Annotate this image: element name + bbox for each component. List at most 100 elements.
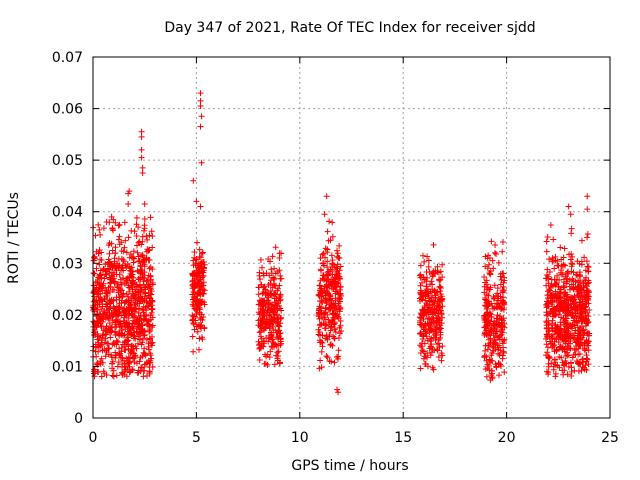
data-point bbox=[564, 371, 571, 378]
data-point bbox=[146, 285, 153, 292]
data-point bbox=[417, 330, 424, 337]
data-point bbox=[97, 361, 104, 368]
data-point bbox=[189, 333, 196, 340]
data-point bbox=[496, 302, 503, 309]
data-point bbox=[189, 316, 196, 323]
data-point bbox=[483, 286, 490, 293]
data-point bbox=[268, 291, 275, 298]
data-point bbox=[437, 307, 444, 314]
data-point bbox=[124, 319, 131, 326]
data-point bbox=[324, 336, 331, 343]
data-point bbox=[421, 258, 428, 265]
data-point bbox=[141, 261, 148, 268]
data-point bbox=[338, 328, 345, 335]
data-point bbox=[559, 303, 566, 310]
data-point bbox=[489, 257, 496, 264]
data-point bbox=[274, 355, 281, 362]
data-point bbox=[141, 297, 148, 304]
data-point bbox=[567, 345, 574, 352]
data-point bbox=[190, 177, 197, 184]
data-point bbox=[274, 312, 281, 319]
data-point bbox=[272, 299, 279, 306]
data-point bbox=[104, 301, 111, 308]
data-point bbox=[584, 206, 591, 213]
data-point bbox=[102, 331, 109, 338]
data-point bbox=[322, 289, 329, 296]
data-point bbox=[99, 297, 106, 304]
data-point bbox=[129, 280, 136, 287]
data-point bbox=[103, 311, 110, 318]
data-point bbox=[570, 285, 577, 292]
data-point bbox=[278, 275, 285, 282]
data-point bbox=[425, 314, 432, 321]
data-point bbox=[128, 268, 135, 275]
data-point bbox=[140, 349, 147, 356]
data-point bbox=[567, 211, 574, 218]
data-point bbox=[133, 360, 140, 367]
data-point bbox=[557, 322, 564, 329]
data-point bbox=[545, 280, 552, 287]
data-point bbox=[554, 293, 561, 300]
data-point bbox=[96, 316, 103, 323]
data-point bbox=[149, 279, 156, 286]
data-point bbox=[191, 326, 198, 333]
data-point bbox=[337, 305, 344, 312]
data-point bbox=[128, 343, 135, 350]
data-point bbox=[433, 332, 440, 339]
data-point bbox=[194, 239, 201, 246]
data-point bbox=[125, 334, 132, 341]
data-point bbox=[548, 360, 555, 367]
data-point bbox=[568, 294, 575, 301]
data-point bbox=[578, 285, 585, 292]
data-point bbox=[138, 146, 145, 153]
data-point bbox=[261, 283, 268, 290]
data-point bbox=[484, 346, 491, 353]
data-point bbox=[330, 311, 337, 318]
data-point bbox=[141, 222, 148, 229]
data-point bbox=[199, 249, 206, 256]
data-point bbox=[144, 236, 151, 243]
data-point bbox=[317, 255, 324, 262]
data-point bbox=[123, 249, 130, 256]
data-point bbox=[100, 327, 107, 334]
data-point bbox=[585, 347, 592, 354]
data-point bbox=[143, 255, 150, 262]
data-point bbox=[196, 335, 203, 342]
data-point bbox=[499, 288, 506, 295]
data-point bbox=[424, 253, 431, 260]
data-point bbox=[324, 354, 331, 361]
data-point bbox=[196, 309, 203, 316]
data-point bbox=[575, 368, 582, 375]
data-point bbox=[485, 292, 492, 299]
data-point bbox=[141, 215, 148, 222]
data-point bbox=[272, 244, 279, 251]
data-point bbox=[583, 258, 590, 265]
grid-lines bbox=[93, 57, 610, 418]
data-point bbox=[122, 347, 129, 354]
data-point bbox=[483, 306, 490, 313]
data-point bbox=[94, 300, 101, 307]
data-point bbox=[498, 328, 505, 335]
data-point bbox=[275, 348, 282, 355]
data-point bbox=[585, 277, 592, 284]
data-point bbox=[434, 263, 441, 270]
data-point bbox=[494, 285, 501, 292]
data-point bbox=[102, 261, 109, 268]
data-point bbox=[271, 295, 278, 302]
data-point bbox=[430, 319, 437, 326]
data-point bbox=[561, 245, 568, 252]
data-point bbox=[145, 247, 152, 254]
data-point bbox=[545, 354, 552, 361]
data-point bbox=[116, 241, 123, 248]
data-point bbox=[553, 325, 560, 332]
data-point bbox=[144, 246, 151, 253]
data-point bbox=[582, 267, 589, 274]
data-point bbox=[274, 349, 281, 356]
data-point bbox=[567, 256, 574, 263]
data-point bbox=[424, 354, 431, 361]
data-point bbox=[103, 323, 110, 330]
data-point bbox=[100, 368, 107, 375]
data-point bbox=[118, 281, 125, 288]
data-point bbox=[560, 371, 567, 378]
data-point bbox=[255, 317, 262, 324]
